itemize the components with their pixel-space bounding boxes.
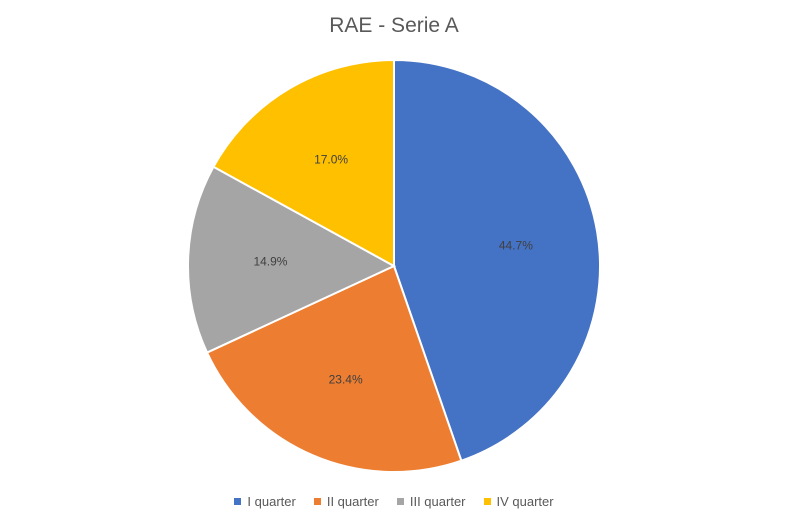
legend-swatch-iii-quarter: [396, 498, 404, 505]
legend-swatch-ii-quarter: [313, 498, 321, 505]
pie-slice-iii-quarter: [187, 165, 397, 354]
pie-slice-ii-quarter: [205, 264, 463, 473]
legend-item-iv-quarter: IV quarter: [483, 494, 554, 509]
data-label-ii-quarter: 23.4%: [329, 373, 363, 387]
legend-swatch-i-quarter: [234, 498, 242, 505]
legend: I quarter II quarter III quarter IV quar…: [0, 494, 788, 509]
data-label-i-quarter: 44.7%: [499, 239, 533, 253]
legend-label-i-quarter: I quarter: [247, 494, 296, 509]
legend-label-iii-quarter: III quarter: [409, 494, 466, 509]
legend-label-ii-quarter: II quarter: [326, 494, 379, 509]
data-label-iv-quarter: 17.0%: [314, 153, 348, 167]
legend-item-ii-quarter: II quarter: [313, 494, 379, 509]
chart-title: RAE - Serie A: [329, 14, 459, 37]
legend-item-i-quarter: I quarter: [234, 494, 296, 509]
pie-slice-iv-quarter: [212, 58, 395, 268]
data-label-iii-quarter: 14.9%: [253, 255, 287, 269]
legend-label-iv-quarter: IV quarter: [496, 494, 554, 509]
pie-slice-i-quarter: [393, 58, 601, 462]
legend-swatch-iv-quarter: [483, 498, 491, 505]
legend-item-iii-quarter: III quarter: [396, 494, 466, 509]
